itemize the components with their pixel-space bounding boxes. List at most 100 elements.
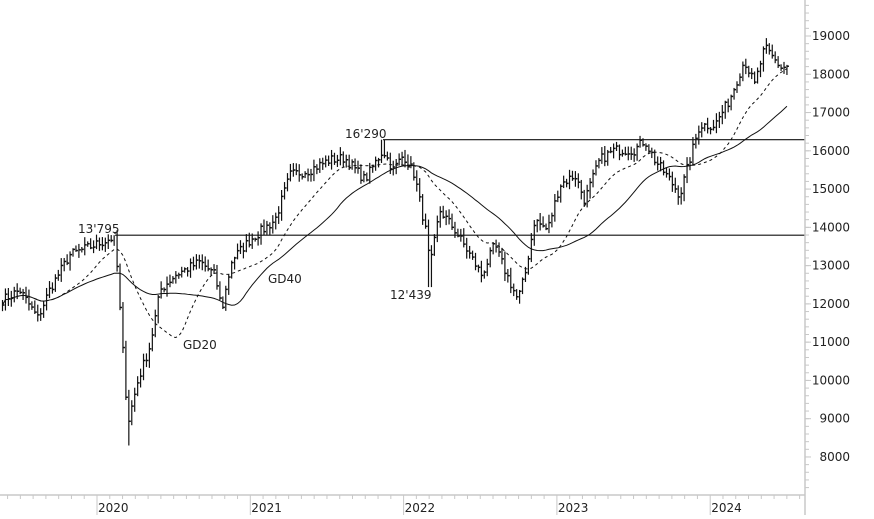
ohlc-bar [592,169,596,188]
ohlc-bar [407,154,410,170]
y-tick-label: 11000 [812,335,850,349]
ohlc-bar [521,277,525,295]
ohlc-bar [477,264,481,273]
ma-label-gd20: GD20 [183,338,217,352]
ohlc-bar [748,65,751,78]
ohlc-bar [87,241,90,247]
ohlc-bar [513,283,516,297]
ohlc-bar [366,172,369,182]
ohlc-bar [577,173,581,189]
ohlc-bar [236,243,240,260]
ohlc-bars [1,38,789,446]
ohlc-bar [160,281,164,299]
ohlc-bar [75,245,78,252]
ohlc-bar [542,216,546,228]
ohlc-bar [298,164,302,182]
ohlc-bar [530,233,534,263]
ohlc-bar [231,260,234,279]
ohlc-bar [401,151,405,166]
ohlc-bar [583,189,587,207]
ohlc-bar [533,220,537,246]
ohlc-bar [780,64,784,71]
ohlc-bar [662,160,666,176]
ohlc-bar [683,174,687,202]
ohlc-bar [668,168,672,181]
ohlc-bar [301,173,305,180]
ohlc-bar [125,340,128,401]
ohlc-bar [322,157,325,170]
ohlc-bar [733,87,737,100]
ohlc-bar [474,252,478,271]
ohlc-bar [84,237,87,256]
ohlc-bar [527,255,531,275]
ohlc-bar [95,234,99,250]
ohlc-bar [19,287,23,295]
ohlc-bar [498,242,502,257]
ohlc-bar [380,139,384,163]
ohlc-bar [424,213,428,229]
ohlc-bar [195,254,199,270]
ohlc-bar [618,144,622,161]
ohlc-bar [169,274,172,288]
x-tick-label: 2020 [98,501,129,515]
ohlc-bar [319,158,322,173]
ohlc-bar [489,247,493,268]
ohlc-bar [139,368,143,388]
ohlc-bar [157,295,161,324]
ohlc-bar [228,274,231,295]
ohlc-bar [595,160,598,176]
ohlc-bar [548,214,551,234]
ohlc-bar [242,242,246,259]
ohlc-bar [363,170,366,183]
ohlc-bar [239,240,243,255]
ohlc-bar [580,179,584,200]
ohlc-bar [63,257,67,272]
ohlc-bar [360,164,363,184]
ohlc-bar [445,210,449,226]
ohlc-bar [184,267,187,273]
ohlc-bar [686,157,690,184]
ohlc-bar [131,400,134,426]
ohlc-bar [718,111,722,128]
ohlc-bar [783,61,787,74]
horizontal-levels [115,139,805,236]
ohlc-bar [342,151,346,168]
ohlc-bar [292,163,296,177]
ohlc-bar [119,263,123,311]
ohlc-bar [495,239,499,253]
ohlc-bar [325,155,328,168]
ohlc-bar [551,212,554,228]
ohlc-bar [72,248,76,257]
ohlc-bar [28,289,31,311]
ohlc-bar [122,302,125,354]
ohlc-bar [545,223,549,231]
ohlc-bar [430,245,434,288]
ohlc-bar [607,149,610,166]
ohlc-bar [709,127,713,135]
ohlc-bar [90,238,93,250]
ohlc-bar [736,81,739,93]
level-label-13795: 13'795 [78,222,119,236]
ohlc-bar [436,215,440,243]
y-tick-label: 9000 [819,412,850,426]
axes: 19000 18000 17000 16000 15000 14000 13000 12000… [0,0,850,515]
ohlc-bar [116,230,120,272]
ohlc-bar [433,234,437,256]
ohlc-bar [774,51,778,64]
ohlc-bar [181,266,184,278]
ohlc-bar [57,269,61,281]
ohlc-bar [539,213,543,231]
ohlc-bar [134,387,137,412]
ohlc-bar [463,228,466,248]
ohlc-bar [469,245,472,259]
ohlc-bar [677,185,681,205]
ohlc-bar [213,264,217,274]
ohlc-bar [610,146,613,154]
ohlc-bar [289,163,293,182]
ohlc-bar [339,147,343,166]
ohlc-bar [110,235,114,243]
ohlc-bar [756,67,760,84]
ohlc-bar [712,119,716,131]
ohlc-bar [721,104,725,125]
